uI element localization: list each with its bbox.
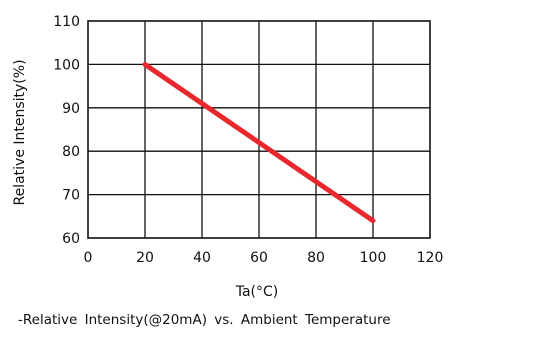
y-axis-label: Relative Intensity(%) (12, 59, 28, 205)
x-tick-label: 100 (360, 250, 387, 266)
x-tick-label: 40 (193, 250, 211, 266)
x-tick-label: 80 (307, 250, 325, 266)
y-tick-label: 110 (53, 14, 80, 30)
y-tick-label: 100 (53, 57, 80, 73)
y-tick-label: 70 (62, 188, 80, 204)
x-tick-label: 60 (250, 250, 268, 266)
grid (88, 21, 430, 238)
series-group (142, 61, 376, 224)
y-tick-label: 90 (62, 101, 80, 117)
x-tick-labels: 0 20 40 60 80 100 120 (84, 250, 444, 266)
x-tick-label: 20 (136, 250, 154, 266)
figure-caption: -Relative Intensity(@20mA) vs. Ambient T… (18, 312, 391, 328)
plot-frame (87, 20, 431, 239)
chart: 60 70 80 90 100 110 0 20 40 60 80 100 120 Relative … (12, 14, 444, 300)
x-tick-label: 120 (417, 250, 444, 266)
x-tick-label: 0 (84, 250, 93, 266)
y-tick-labels: 60 70 80 90 100 110 (53, 14, 80, 247)
series-line (142, 61, 376, 224)
x-axis-label: Ta(°C) (235, 284, 279, 300)
y-tick-label: 80 (62, 144, 80, 160)
y-tick-label: 60 (62, 231, 80, 247)
